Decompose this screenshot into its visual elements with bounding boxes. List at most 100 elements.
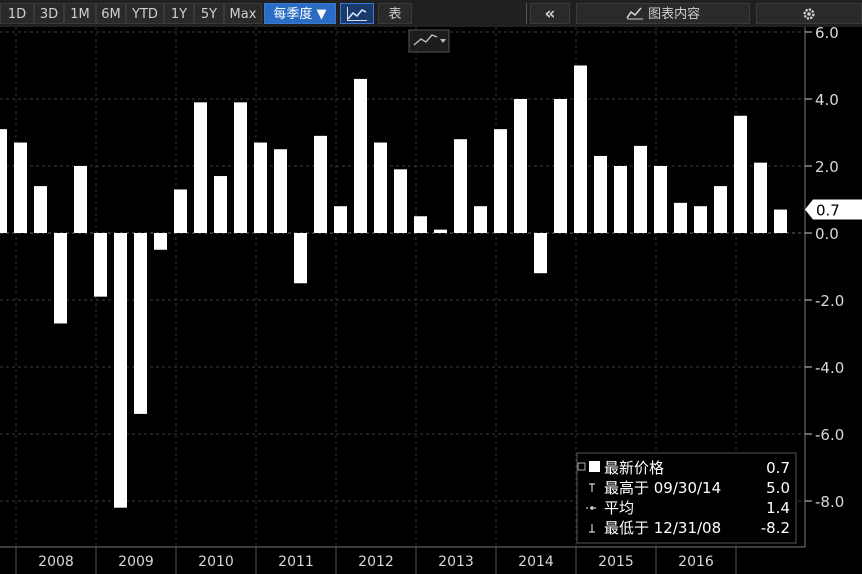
chart-type-dropdown-frame [408,29,450,53]
bar [494,129,507,233]
bar [454,139,467,233]
chart-type-dropdown[interactable] [408,29,450,53]
legend-high-value: 5.0 [766,479,790,497]
legend-average: 平均 1.4 [586,499,790,517]
bar [374,142,387,233]
line-chart-type-icon [413,34,438,46]
bar [354,78,367,234]
legend-high-label: 最高于 09/30/14 [604,479,721,497]
bar [34,186,47,233]
chart-content-label: 图表内容 [648,7,701,22]
legend-collapse-icon[interactable] [577,462,586,471]
bar [694,206,707,233]
x-tick-label: 2016 [678,554,714,570]
bar [414,216,427,233]
high-marker-icon [589,483,595,492]
x-tick-label: 2009 [118,554,154,570]
bar [214,176,227,233]
range-1y-button[interactable]: 1Y [164,3,194,24]
bar [74,166,87,233]
average-dot-icon [590,506,594,510]
y-tick-label: -4.0 [815,359,844,377]
x-tick-label: 2013 [438,554,474,570]
legend-average-label: 平均 [604,499,634,517]
last-value-tag [805,199,862,220]
bar [54,233,67,324]
bar [294,233,307,284]
bar [594,155,607,233]
last-value-label: 0.7 [816,202,840,220]
legend-high: 最高于 09/30/14 5.0 [589,479,790,497]
bar [434,229,447,233]
range-ytd-button[interactable]: YTD [126,3,164,24]
bar [0,129,7,233]
bar [254,142,267,233]
chart-toolbar: 1D 3D 1M 6M YTD 1Y 5Y Max 每季度 ▼ 表 « 图表内容 [0,0,862,28]
line-chart-icon [347,7,367,21]
x-tick-label: 2012 [358,554,394,570]
bar [234,102,247,233]
y-tick-label: 0.0 [815,225,839,243]
x-tick-label: 2015 [598,554,634,570]
legend-low-label: 最低于 12/31/08 [604,519,721,537]
bar [274,149,287,233]
low-marker-icon [589,524,595,533]
bar [134,233,147,414]
y-tick-label: 2.0 [815,158,839,176]
chart-content-button[interactable]: 图表内容 [576,3,750,24]
legend-frame [576,452,797,544]
bar [154,233,167,250]
y-tick-label: -8.0 [815,493,844,511]
y-axis: 6.0 4.0 2.0 0.0 -2.0 -4.0 -6.0 -8.0 [805,27,844,511]
x-tick-label: 2014 [518,554,554,570]
bar [174,189,187,233]
y-tick-label: 6.0 [815,27,839,42]
bar [474,206,487,233]
range-5y-button[interactable]: 5Y [194,3,224,24]
x-tick-label: 2011 [278,554,314,570]
bar [534,233,547,274]
bar [14,142,27,233]
legend-latest-label: 最新价格 [604,459,664,477]
bar [634,145,647,233]
legend-box: 最新价格 0.7 最高于 09/30/14 5.0 平均 1.4 最低于 12/… [576,452,797,544]
x-tick-label: 2010 [198,554,234,570]
settings-button[interactable] [756,3,862,24]
bar [674,202,687,233]
bar [114,233,127,508]
legend-latest: 最新价格 0.7 [577,459,790,477]
bar [714,186,727,233]
range-max-button[interactable]: Max [224,3,262,24]
range-3d-button[interactable]: 3D [34,3,64,24]
line-chart-toggle[interactable] [340,3,374,24]
range-1d-button[interactable]: 1D [0,3,34,24]
bar [554,99,567,233]
range-6m-button[interactable]: 6M [96,3,126,24]
table-view-button[interactable]: 表 [378,3,412,24]
y-tick-label: 4.0 [815,91,839,109]
chart-content-icon [626,7,643,20]
bar [194,102,207,233]
x-axis: 2008 2009 2010 2011 2012 2013 2014 2015 2016 [15,547,737,574]
gear-icon [803,8,815,20]
toolbar-divider [526,3,527,24]
bar [574,65,587,233]
last-value-marker: 0.7 [805,199,862,220]
chevron-down-icon [440,39,446,43]
bar-series [0,65,787,508]
collapse-button[interactable]: « [530,3,570,24]
legend-low-value: -8.2 [761,519,790,537]
bar [754,162,767,233]
bar [774,209,787,233]
y-tick-label: -2.0 [815,292,844,310]
chart-area: 6.04.02.00.0-2.0-4.0-6.0-8.0 0.7 2008 200… [0,27,862,574]
bar [334,206,347,233]
range-1m-button[interactable]: 1M [64,3,96,24]
bar [614,166,627,233]
legend-latest-value: 0.7 [766,459,790,477]
bar [514,99,527,233]
x-tick-label: 2008 [38,554,74,570]
legend-low: 最低于 12/31/08 -8.2 [589,519,790,537]
bar [654,166,667,233]
frequency-dropdown[interactable]: 每季度 ▼ [264,3,336,24]
